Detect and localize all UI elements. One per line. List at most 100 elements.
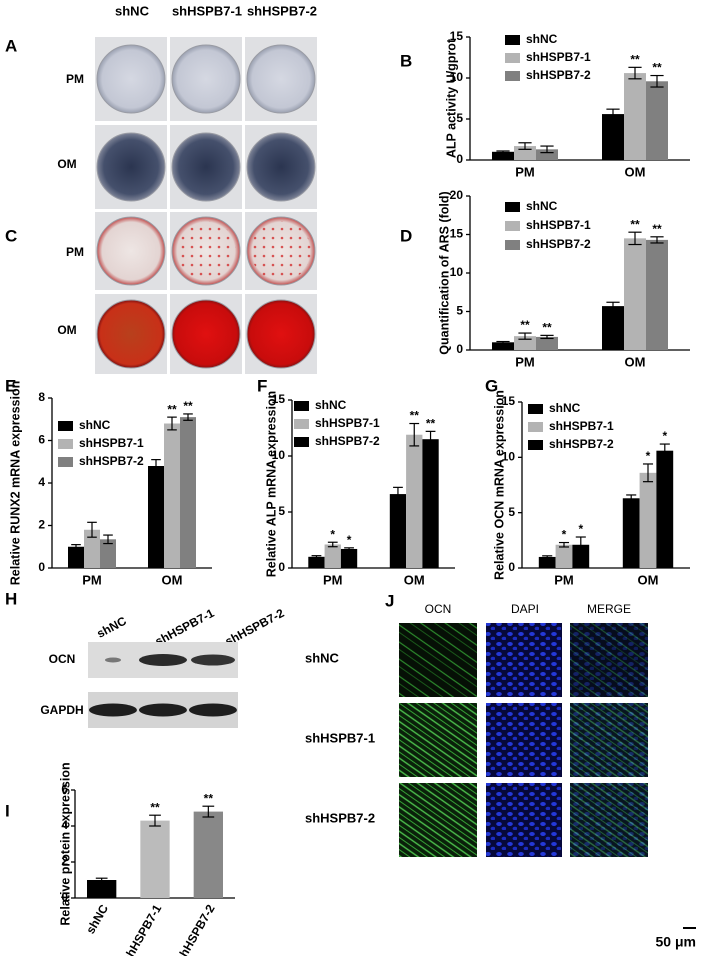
row-label: OM — [57, 323, 76, 337]
y-tick-label: 15 — [502, 394, 516, 408]
dapi-image — [486, 703, 562, 777]
bar — [656, 450, 674, 568]
bar — [646, 81, 668, 160]
bar — [87, 880, 117, 898]
bar — [492, 342, 514, 350]
blot-band — [139, 703, 187, 717]
bar — [100, 539, 116, 568]
ocn-image — [399, 783, 477, 857]
y-tick-label: 0 — [456, 152, 463, 166]
bar — [555, 544, 573, 568]
legend-swatch — [58, 421, 73, 431]
y-tick-label: 10 — [450, 70, 464, 84]
legend-label: shNC — [549, 401, 581, 415]
y-tick-label: 5 — [508, 505, 515, 519]
y-tick-label: 0 — [278, 560, 285, 574]
y-axis-label: ALP activity U/gprot — [444, 38, 458, 158]
legend-swatch — [505, 221, 520, 231]
x-tick-label: shHSPB7-2 — [173, 902, 218, 956]
well — [96, 44, 166, 114]
ocn-image — [399, 703, 477, 777]
significance: ** — [542, 321, 552, 335]
significance: * — [578, 522, 583, 536]
panel-letter: F — [257, 376, 267, 395]
bar — [340, 548, 358, 568]
panel-letter: B — [400, 51, 412, 70]
x-tick-label: OM — [404, 572, 425, 587]
significance: ** — [410, 409, 420, 423]
legend-label: shHSPB7-1 — [549, 419, 614, 433]
well — [171, 44, 241, 114]
bar — [624, 73, 646, 160]
bar — [84, 529, 100, 568]
x-tick-label: OM — [162, 572, 183, 587]
legend-swatch — [528, 440, 543, 450]
column-label: shHSPB7-1 — [172, 3, 242, 18]
merge-overlay — [570, 783, 648, 857]
y-tick-label: 20 — [450, 188, 464, 202]
legend-swatch — [528, 422, 543, 432]
blot-band — [89, 703, 137, 717]
y-axis-label: Quantification of ARS (fold) — [437, 191, 451, 354]
y-tick-label: 4 — [38, 475, 45, 489]
legend-label: shHSPB7-1 — [315, 416, 380, 430]
panel-letter: C — [5, 226, 17, 245]
x-tick-label: OM — [638, 572, 659, 587]
y-tick-label: 5 — [456, 111, 463, 125]
bar — [68, 546, 84, 568]
panel-letter: J — [385, 591, 394, 610]
blot-band — [139, 654, 187, 666]
bar — [602, 114, 624, 160]
bar — [536, 149, 558, 160]
legend-swatch — [294, 419, 309, 429]
well — [171, 299, 241, 369]
x-tick-label: PM — [323, 572, 343, 587]
legend-label: shHSPB7-2 — [526, 237, 591, 251]
row-label: shHSPB7-2 — [305, 810, 375, 825]
bar — [180, 417, 196, 568]
y-tick-label: 10 — [502, 450, 516, 464]
legend-label: shHSPB7-2 — [315, 434, 380, 448]
x-tick-label: OM — [625, 354, 646, 369]
panel-letter: I — [5, 801, 10, 820]
y-tick-label: 15 — [450, 227, 464, 241]
y-tick-label: 10 — [272, 448, 286, 462]
well — [246, 132, 316, 202]
legend-swatch — [58, 439, 73, 449]
y-axis-label: Relative ALP mRNA expression — [264, 391, 278, 577]
column-label: shNC — [115, 3, 150, 18]
bar — [572, 544, 590, 568]
y-tick-label: 15 — [272, 392, 286, 406]
scale-label: 50 μm — [656, 934, 696, 950]
y-tick-label: 0 — [38, 560, 45, 574]
significance: * — [330, 527, 335, 541]
y-tick-label: 4 — [61, 818, 68, 832]
bar — [422, 439, 439, 568]
well — [96, 132, 166, 202]
legend-label: shNC — [79, 418, 111, 432]
x-tick-label: OM — [625, 164, 646, 179]
y-tick-label: 5 — [278, 504, 285, 518]
significance: ** — [426, 417, 436, 431]
row-label: OCN — [49, 652, 76, 666]
bar — [324, 544, 341, 568]
y-tick-label: 15 — [450, 29, 464, 43]
legend-swatch — [58, 457, 73, 467]
blot-band — [189, 703, 237, 717]
row-label: PM — [66, 245, 84, 259]
column-label: MERGE — [587, 602, 631, 616]
x-tick-label: PM — [515, 164, 535, 179]
significance: * — [347, 533, 352, 547]
significance: ** — [183, 399, 193, 413]
bar — [140, 820, 170, 898]
legend-label: shHSPB7-2 — [549, 437, 614, 451]
legend-swatch — [505, 240, 520, 250]
y-axis-label: Relative OCN mRNA expression — [492, 390, 506, 580]
bar — [308, 556, 325, 568]
y-tick-label: 0 — [456, 342, 463, 356]
panel-letter: E — [5, 376, 16, 395]
bar — [389, 494, 407, 568]
legend-swatch — [505, 202, 520, 212]
y-tick-label: 6 — [61, 782, 68, 796]
